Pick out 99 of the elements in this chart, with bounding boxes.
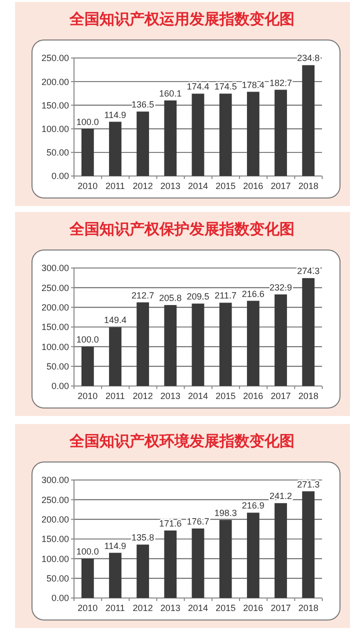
- x-tick-label: 2014: [188, 603, 208, 613]
- bar: [246, 512, 260, 598]
- x-tick-label: 2017: [270, 603, 291, 613]
- data-label: 100.0: [76, 546, 99, 557]
- bar: [219, 520, 232, 598]
- x-tick-label: 2012: [132, 603, 153, 613]
- data-label: 212.7: [132, 290, 154, 300]
- data-label: 174.5: [214, 82, 237, 92]
- bar: [274, 503, 287, 598]
- y-tick-label: 100.00: [41, 554, 69, 564]
- y-tick-label: 100.00: [41, 124, 69, 134]
- bar: [192, 94, 204, 176]
- y-tick-label: 150.00: [41, 534, 69, 544]
- y-tick-label: 300.00: [41, 263, 69, 274]
- x-tick-label: 2011: [106, 391, 125, 401]
- data-label: 160.1: [159, 88, 182, 98]
- x-tick-label: 2011: [106, 181, 125, 191]
- x-tick-label: 2018: [298, 603, 318, 613]
- y-tick-label: 0.00: [51, 593, 69, 604]
- data-label: 209.5: [186, 292, 210, 302]
- bar: [274, 294, 287, 386]
- y-tick-label: 0.00: [51, 381, 69, 392]
- y-tick-label: 200.00: [41, 302, 69, 312]
- data-label: 216.6: [242, 288, 264, 299]
- bar: [109, 327, 122, 386]
- data-label: 274.3: [297, 266, 320, 276]
- data-label: 114.9: [104, 110, 126, 120]
- bar: [246, 300, 260, 386]
- bar: [136, 112, 150, 176]
- data-label: 241.2: [269, 491, 292, 502]
- x-tick-label: 2017: [270, 391, 291, 401]
- data-label: 211.7: [214, 290, 237, 301]
- y-tick-label: 150.00: [41, 100, 69, 110]
- y-tick-label: 50.00: [46, 361, 69, 372]
- data-label: 198.3: [214, 508, 237, 518]
- bar: [81, 128, 94, 176]
- bar: [109, 122, 122, 176]
- y-tick-label: 100.00: [41, 342, 69, 352]
- x-tick-label: 2013: [160, 391, 180, 401]
- bar: [302, 491, 315, 598]
- data-label: 205.8: [159, 293, 182, 304]
- x-tick-label: 2016: [243, 181, 264, 191]
- bar: [302, 65, 315, 176]
- x-tick-label: 2012: [132, 181, 153, 191]
- x-tick-label: 2018: [298, 391, 318, 401]
- bar: [164, 530, 177, 598]
- x-tick-label: 2015: [216, 181, 236, 191]
- x-tick-label: 2010: [78, 603, 98, 613]
- data-label: 216.9: [242, 500, 264, 511]
- bar: [219, 94, 232, 176]
- bar: [192, 528, 204, 598]
- x-tick-label: 2012: [132, 391, 153, 401]
- x-tick-label: 2010: [78, 181, 98, 191]
- y-tick-label: 150.00: [41, 322, 69, 332]
- y-tick-label: 250.00: [41, 53, 69, 64]
- bar: [136, 544, 150, 598]
- x-tick-label: 2015: [216, 603, 236, 613]
- data-label: 149.4: [104, 315, 127, 326]
- bar: [219, 302, 232, 386]
- data-label: 271.3: [297, 479, 320, 490]
- data-label: 100.0: [76, 334, 99, 345]
- bar: [274, 90, 287, 176]
- x-tick-label: 2013: [160, 181, 180, 191]
- chart-title: 全国知识产权运用发展指数变化图: [68, 10, 294, 28]
- bar: [136, 302, 150, 386]
- bar: [81, 346, 94, 386]
- data-label: 100.0: [76, 116, 99, 127]
- y-tick-label: 250.00: [41, 282, 69, 293]
- data-label: 176.7: [186, 516, 210, 526]
- y-tick-label: 50.00: [46, 573, 69, 584]
- x-tick-label: 2014: [188, 391, 208, 401]
- bar: [81, 558, 94, 598]
- y-tick-label: 50.00: [46, 148, 69, 158]
- chart-title: 全国知识产权环境发展指数变化图: [68, 432, 294, 450]
- x-tick-label: 2010: [78, 391, 98, 401]
- y-tick-label: 250.00: [41, 494, 69, 505]
- x-tick-label: 2017: [270, 181, 291, 191]
- data-label: 178.4: [242, 80, 264, 90]
- bar: [246, 92, 260, 176]
- data-label: 174.4: [186, 82, 210, 92]
- x-tick-label: 2018: [298, 181, 318, 191]
- bar: [109, 552, 122, 598]
- x-tick-label: 2016: [243, 603, 264, 613]
- bar: [164, 100, 177, 176]
- y-tick-label: 300.00: [41, 475, 69, 486]
- y-tick-label: 200.00: [41, 514, 69, 524]
- bar: [302, 278, 315, 386]
- data-label: 114.9: [104, 540, 126, 551]
- y-tick-label: 200.00: [41, 76, 69, 87]
- x-tick-label: 2011: [106, 603, 125, 613]
- y-tick-label: 0.00: [51, 171, 69, 182]
- x-tick-label: 2015: [216, 391, 236, 401]
- bar: [164, 305, 177, 386]
- chart-title: 全国知识产权保护发展指数变化图: [68, 220, 294, 238]
- data-label: 171.6: [159, 518, 182, 529]
- bar: [192, 304, 204, 386]
- x-tick-label: 2016: [243, 391, 264, 401]
- x-tick-label: 2013: [160, 603, 180, 613]
- x-tick-label: 2014: [188, 181, 208, 191]
